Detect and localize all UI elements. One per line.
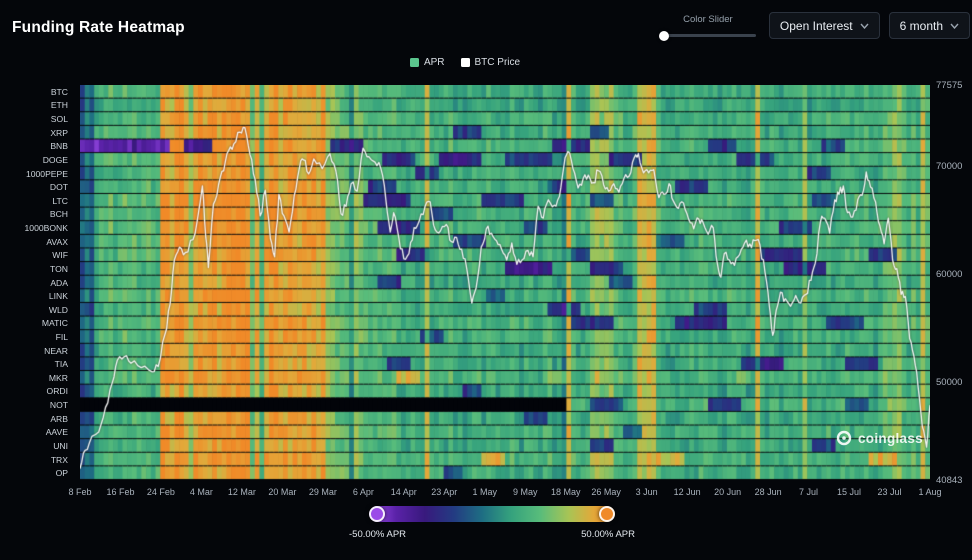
date-axis-label: 26 May bbox=[591, 487, 621, 497]
btc-price-legend-label: BTC Price bbox=[474, 57, 521, 68]
coin-axis-label-dot: DOT bbox=[49, 182, 68, 193]
date-axis-label: 23 Apr bbox=[431, 487, 458, 497]
coin-axis-label-eth: ETH bbox=[50, 100, 68, 111]
date-axis-label: 18 May bbox=[550, 487, 581, 497]
date-axis-label: 28 Jun bbox=[754, 487, 782, 497]
coin-axis-label-trx: TRX bbox=[50, 454, 68, 465]
price-axis-label: 50000 bbox=[936, 376, 963, 388]
date-axis-label: 4 Mar bbox=[189, 487, 213, 497]
color-slider-label: Color Slider bbox=[683, 14, 733, 25]
coin-axis-label-1000pepe: 1000PEPE bbox=[25, 168, 68, 179]
color-slider[interactable] bbox=[658, 30, 756, 41]
coinglass-watermark-text: coinglass bbox=[858, 430, 923, 446]
date-axis-label: 14 Apr bbox=[390, 487, 417, 497]
coin-axis-label-fil: FIL bbox=[55, 331, 68, 342]
date-axis-label: 23 Jul bbox=[877, 487, 902, 497]
date-axis-label: 3 Jun bbox=[635, 487, 658, 497]
date-axis-label: 1 May bbox=[472, 487, 497, 497]
coin-axis-label-btc: BTC bbox=[50, 86, 68, 97]
coin-axis-label-ton: TON bbox=[50, 263, 68, 274]
coin-axis-label-wld: WLD bbox=[48, 304, 68, 315]
coin-axis-label-ada: ADA bbox=[50, 277, 68, 288]
colorbar-max-label: 50.00% APR bbox=[581, 529, 635, 540]
timeframe-dropdown[interactable]: 6 month bbox=[888, 12, 970, 39]
colorbar-labels: -50.00% APR 50.00% APR bbox=[349, 529, 635, 540]
apr-swatch-icon bbox=[409, 58, 419, 67]
timeframe-dropdown-label: 6 month bbox=[899, 18, 943, 33]
price-axis-label: 40843 bbox=[936, 475, 963, 486]
open-interest-dropdown[interactable]: Open Interest bbox=[768, 12, 880, 39]
legend-item-btc-price[interactable]: BTC Price bbox=[460, 57, 521, 68]
date-axis-label: 16 Feb bbox=[106, 487, 135, 497]
coin-axis-label-ltc: LTC bbox=[52, 195, 68, 206]
coin-axis-label-tia: TIA bbox=[54, 359, 68, 370]
apr-colorbar: -50.00% APR 50.00% APR bbox=[349, 506, 635, 540]
colorbar-max-handle[interactable] bbox=[599, 506, 615, 522]
coin-axis-label-bch: BCH bbox=[49, 209, 68, 220]
date-axis: 8 Feb 16 Feb 24 Feb 4 Mar 12 Mar 20 Mar 29 Mar… bbox=[68, 487, 941, 500]
date-axis-label: 1 Aug bbox=[918, 487, 942, 497]
coin-axis: BTC ETH SOL XRP BNB DOGE 1000PEPE DOT LTC BCH 1000… bbox=[0, 85, 76, 480]
date-axis-label: 12 Mar bbox=[227, 487, 256, 497]
date-axis-label: 8 Feb bbox=[68, 487, 92, 497]
date-axis-label: 7 Jul bbox=[799, 487, 819, 497]
apr-colorbar-track[interactable] bbox=[369, 506, 615, 522]
coinglass-logo-icon bbox=[836, 430, 852, 446]
coin-axis-label-arb: ARB bbox=[50, 413, 68, 424]
coin-axis-label-matic: MATIC bbox=[41, 318, 68, 329]
coin-axis-label-uni: UNI bbox=[53, 440, 68, 451]
chevron-down-icon bbox=[950, 23, 959, 29]
color-slider-group: Color Slider bbox=[658, 14, 756, 41]
coin-axis-label-link: LINK bbox=[48, 291, 68, 302]
price-axis-label: 60000 bbox=[936, 268, 963, 280]
header: Funding Rate Heatmap Color Slider Open I… bbox=[0, 0, 972, 54]
coinglass-watermark: coinglass bbox=[836, 430, 923, 446]
heatmap-canvas[interactable] bbox=[80, 85, 930, 480]
date-axis-label: 15 Jul bbox=[837, 487, 862, 497]
header-controls: Color Slider Open Interest 6 month bbox=[658, 12, 970, 41]
coin-axis-label-aave: AAVE bbox=[45, 427, 68, 438]
coin-axis-label-1000bonk: 1000BONK bbox=[24, 223, 68, 234]
date-axis-label: 6 Apr bbox=[352, 487, 374, 497]
legend-item-apr[interactable]: APR bbox=[409, 57, 445, 68]
chevron-down-icon bbox=[860, 23, 869, 29]
coin-axis-label-not: NOT bbox=[49, 400, 68, 411]
coin-axis-label-sol: SOL bbox=[50, 114, 68, 125]
coin-axis-label-doge: DOGE bbox=[42, 154, 68, 165]
coin-axis-label-bnb: BNB bbox=[50, 141, 68, 152]
page-title: Funding Rate Heatmap bbox=[12, 19, 185, 36]
coin-axis-label-wif: WIF bbox=[52, 250, 68, 261]
coin-axis-label-xrp: XRP bbox=[50, 127, 68, 138]
price-axis: 77575 70000 60000 50000 40843 bbox=[936, 80, 972, 486]
price-axis-label: 77575 bbox=[936, 80, 963, 91]
coin-axis-label-ordi: ORDI bbox=[46, 386, 68, 397]
coin-axis-label-op: OP bbox=[55, 468, 68, 479]
date-axis-label: 20 Jun bbox=[714, 487, 742, 497]
date-axis-label: 9 May bbox=[512, 487, 538, 497]
open-interest-dropdown-label: Open Interest bbox=[779, 18, 853, 33]
coin-axis-label-mkr: MKR bbox=[48, 372, 68, 383]
btc-price-swatch-icon bbox=[460, 58, 470, 67]
coin-axis-label-near: NEAR bbox=[44, 345, 68, 356]
coin-axis-label-avax: AVAX bbox=[46, 236, 68, 247]
apr-legend-label: APR bbox=[423, 57, 445, 68]
chart-legend: APR BTC Price bbox=[0, 57, 930, 68]
date-axis-label: 29 Mar bbox=[308, 487, 337, 497]
colorbar-min-handle[interactable] bbox=[369, 506, 385, 522]
colorbar-min-label: -50.00% APR bbox=[349, 529, 407, 540]
date-axis-label: 20 Mar bbox=[268, 487, 297, 497]
date-axis-label: 24 Feb bbox=[146, 487, 175, 497]
price-axis-label: 70000 bbox=[936, 161, 963, 173]
date-axis-label: 12 Jun bbox=[673, 487, 701, 497]
color-slider-knob[interactable] bbox=[658, 30, 669, 41]
